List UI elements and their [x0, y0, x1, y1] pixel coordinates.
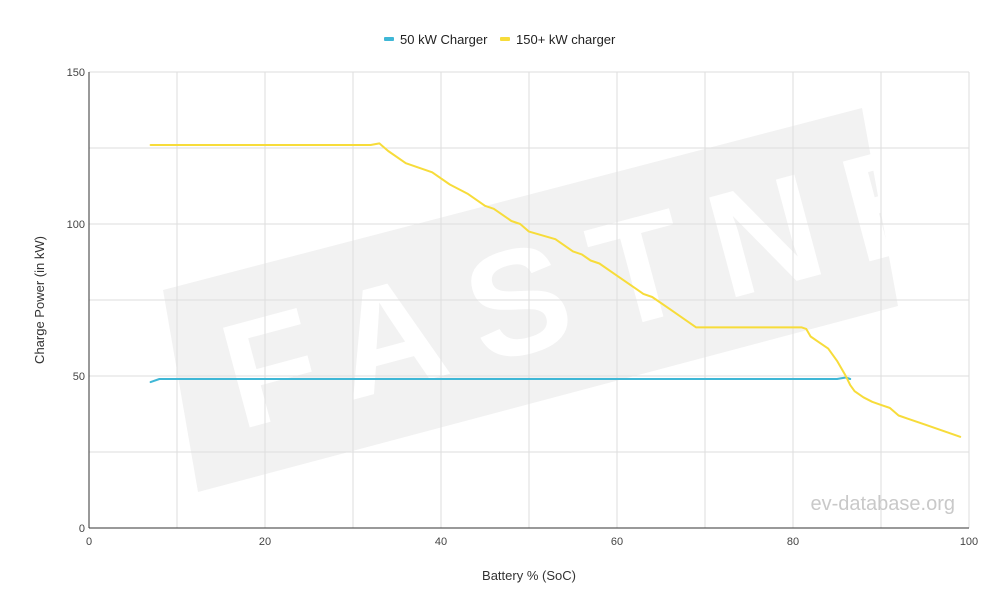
legend-label-50kw: 50 kW Charger	[400, 32, 488, 47]
series-line-50kw	[149, 376, 852, 384]
legend-label-150kw: 150+ kW charger	[516, 32, 616, 47]
legend: 50 kW Charger 150+ kW charger	[384, 32, 616, 47]
x-tick-label: 100	[960, 536, 978, 548]
y-axis-title: Charge Power (in kW)	[32, 236, 47, 364]
legend-swatch-50kw	[384, 37, 394, 41]
axes	[88, 72, 969, 529]
x-tick-label: 0	[86, 536, 92, 548]
x-tick-label: 20	[259, 536, 271, 548]
y-tick-label: 100	[67, 219, 85, 231]
series-line-150kw	[149, 142, 962, 438]
watermark: FASTNED	[163, 63, 1000, 492]
legend-swatch-150kw	[500, 37, 510, 41]
x-tick-label: 40	[435, 536, 447, 548]
x-tick-labels: 0 20 40 60 80 100	[86, 536, 978, 548]
x-tick-label: 80	[787, 536, 799, 548]
y-tick-label: 50	[73, 371, 85, 383]
watermark-site-text: ev-database.org	[810, 493, 955, 515]
grid	[89, 71, 970, 528]
y-tick-labels: 0 50 100 150	[67, 67, 85, 535]
y-tick-label: 0	[79, 523, 85, 535]
series-group	[149, 142, 962, 438]
y-tick-label: 150	[67, 67, 85, 79]
x-axis-title: Battery % (SoC)	[482, 568, 576, 583]
x-tick-label: 60	[611, 536, 623, 548]
